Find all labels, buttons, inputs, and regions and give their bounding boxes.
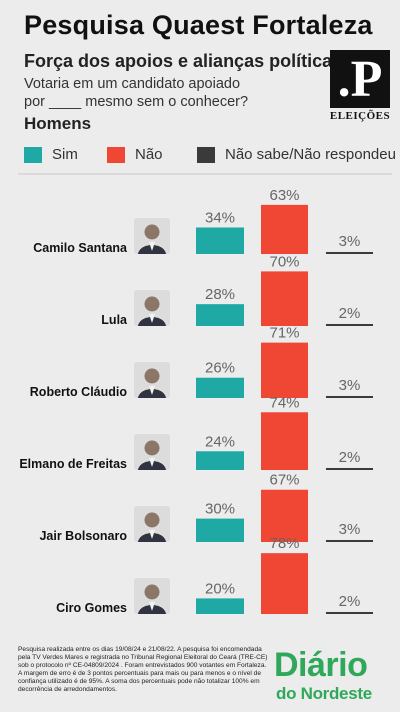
legend-swatch-ns xyxy=(197,146,215,163)
data-label-ns: 3% xyxy=(339,521,361,538)
candidate-photo xyxy=(134,362,170,398)
bar-nao xyxy=(261,204,308,254)
person-icon xyxy=(134,578,170,614)
brand-line-1: Diário xyxy=(274,646,368,684)
bar-chart: Camilo Santana 34% 63% 3% Lula 28% 70% 2% Robert… xyxy=(18,173,392,615)
survey-question: Votaria em um candidato apoiado por ____… xyxy=(24,75,324,111)
legend-swatch-sim xyxy=(24,146,42,163)
person-icon xyxy=(134,290,170,326)
diario-do-nordeste-logo: Diário do Nordeste xyxy=(274,646,394,704)
candidate-photo xyxy=(134,578,170,614)
bar-ns xyxy=(326,468,373,470)
bar-sim xyxy=(196,598,244,614)
data-label-sim: 30% xyxy=(205,501,235,518)
bar-ns xyxy=(326,540,373,542)
data-label-sim: 24% xyxy=(205,433,235,450)
footnote: Pesquisa realizada entre os dias 19/08/2… xyxy=(18,646,268,693)
candidate-name: Roberto Cláudio xyxy=(30,385,128,399)
data-label-sim: 34% xyxy=(205,209,235,226)
candidate-photo xyxy=(134,218,170,254)
legend-label-sim: Sim xyxy=(52,146,78,163)
candidate-name: Camilo Santana xyxy=(33,241,128,255)
question-line-1: Votaria em um candidato apoiado xyxy=(24,76,241,92)
question-line-2: por ____ mesmo sem o conhecer? xyxy=(24,94,249,110)
data-label-nao: 70% xyxy=(269,253,299,270)
candidate-name: Ciro Gomes xyxy=(56,601,127,615)
candidate-photo xyxy=(134,434,170,470)
data-label-sim: 20% xyxy=(205,580,235,597)
person-icon xyxy=(134,218,170,254)
legend-item-ns: Não sabe/Não respondeu xyxy=(197,146,396,163)
group-label: Homens xyxy=(24,114,92,133)
person-icon xyxy=(134,506,170,542)
bar-sim xyxy=(196,227,244,254)
bar-nao xyxy=(261,342,308,398)
data-label-ns: 2% xyxy=(339,593,361,610)
candidate-name: Jair Bolsonaro xyxy=(39,529,127,543)
page-title: Pesquisa Quaest Fortaleza xyxy=(24,10,373,40)
logo-mark: .P xyxy=(330,50,390,108)
legend-item-sim: Sim xyxy=(24,146,78,163)
person-icon xyxy=(134,362,170,398)
data-label-sim: 28% xyxy=(205,286,235,303)
bar-ns xyxy=(326,612,373,614)
bar-ns xyxy=(326,324,373,326)
data-label-nao: 74% xyxy=(269,394,299,411)
legend-swatch-nao xyxy=(107,146,125,163)
bar-sim xyxy=(196,304,244,326)
bar-sim xyxy=(196,518,244,542)
legend-item-nao: Não xyxy=(107,146,163,163)
bar-ns xyxy=(326,252,373,254)
candidate-name: Elmano de Freitas xyxy=(19,457,127,471)
data-label-nao: 63% xyxy=(269,187,299,204)
legend-label-nao: Não xyxy=(135,146,163,163)
candidate-name: Lula xyxy=(101,313,128,327)
legend-label-ns: Não sabe/Não respondeu xyxy=(225,146,396,163)
page-subtitle: Força dos apoios e alianças políticas xyxy=(24,51,343,71)
legend: Sim Não Não sabe/Não respondeu xyxy=(24,146,396,166)
bar-nao xyxy=(261,271,308,326)
bar-sim xyxy=(196,451,244,470)
bar-nao xyxy=(261,553,308,614)
data-label-ns: 2% xyxy=(339,449,361,466)
bar-sim xyxy=(196,377,244,398)
data-label-ns: 3% xyxy=(339,233,361,250)
data-label-sim: 26% xyxy=(205,360,235,377)
data-label-nao: 71% xyxy=(269,325,299,342)
logo-label: ELEIÇÕES xyxy=(329,110,391,122)
eleicoes-logo: .P ELEIÇÕES xyxy=(328,50,392,126)
data-label-nao: 67% xyxy=(269,472,299,489)
data-label-ns: 3% xyxy=(339,377,361,394)
bar-nao xyxy=(261,412,308,470)
data-label-nao: 78% xyxy=(269,535,299,552)
candidate-photo xyxy=(134,290,170,326)
candidate-photo xyxy=(134,506,170,542)
bar-nao xyxy=(261,489,308,542)
brand-line-2: do Nordeste xyxy=(276,684,372,703)
bar-ns xyxy=(326,396,373,398)
person-icon xyxy=(134,434,170,470)
data-label-ns: 2% xyxy=(339,305,361,322)
